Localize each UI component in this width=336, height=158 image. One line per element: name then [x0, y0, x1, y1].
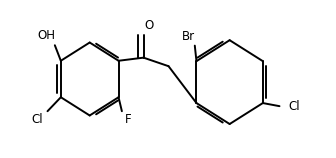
Text: F: F: [125, 113, 132, 126]
Text: Cl: Cl: [32, 113, 43, 126]
Text: O: O: [144, 19, 153, 32]
Text: OH: OH: [38, 29, 55, 42]
Text: Cl: Cl: [289, 100, 300, 113]
Text: Br: Br: [181, 30, 195, 43]
